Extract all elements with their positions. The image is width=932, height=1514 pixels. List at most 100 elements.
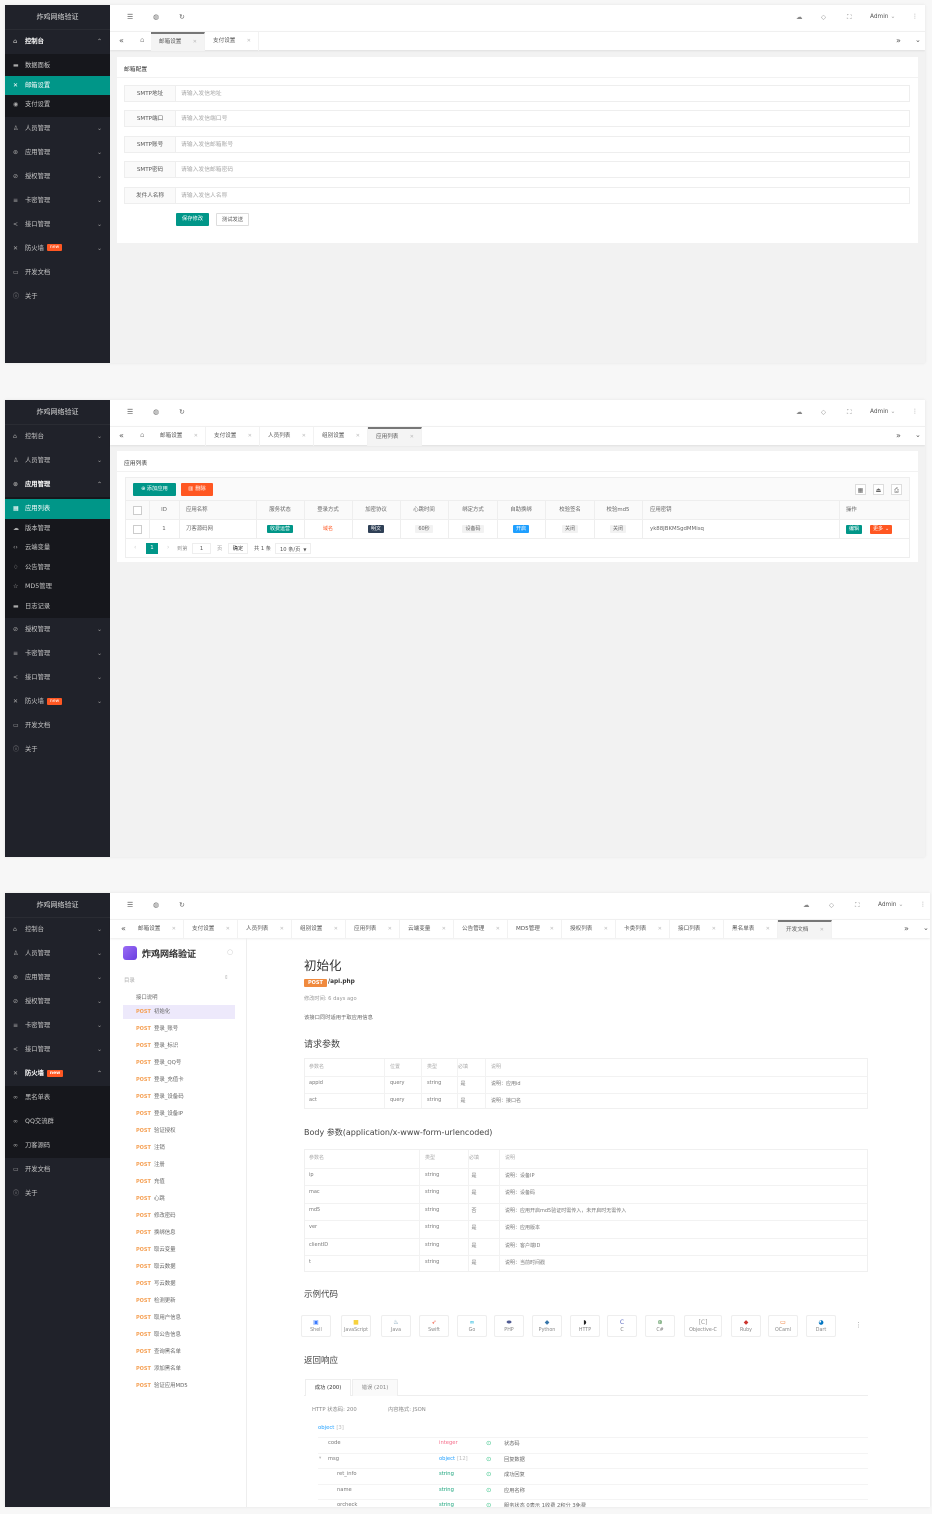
toc-api-item[interactable]: POST 添加黑名单: [123, 1362, 235, 1376]
test-send-button[interactable]: 测试发送: [216, 213, 249, 226]
close-icon[interactable]: ✕: [246, 38, 251, 44]
search-icon[interactable]: ○: [227, 948, 234, 956]
form-input[interactable]: 请输入发信地址: [176, 85, 910, 102]
sidebar-item-2[interactable]: ⊛ 应用管理 ⌄: [5, 966, 110, 990]
tag-icon[interactable]: ◇: [829, 901, 834, 909]
sidebar-item-1[interactable]: ♙ 人员管理 ⌄: [5, 117, 110, 141]
close-icon[interactable]: ✕: [711, 926, 716, 932]
toc-api-item[interactable]: POST 注销: [123, 1141, 235, 1155]
page-input[interactable]: 1: [192, 543, 211, 554]
sidebar-item-8[interactable]: ⓘ 关于: [5, 285, 110, 309]
code-lang-c-button[interactable]: ⊛ C#: [645, 1315, 675, 1337]
toc-api-item[interactable]: POST 心跳: [123, 1192, 235, 1206]
tab-menu-chevron-icon[interactable]: ⌄: [915, 36, 921, 44]
sidebar-item-4[interactable]: ≡ 卡密管理 ⌄: [5, 189, 110, 213]
theme-icon[interactable]: ☁: [803, 901, 810, 909]
sidebar-item-0[interactable]: ⌂ 控制台 ⌄: [5, 918, 110, 942]
sidebar-item-7[interactable]: ▭ 开发文档: [5, 261, 110, 285]
edit-button[interactable]: 编辑: [846, 525, 863, 534]
columns-filter-icon[interactable]: ▦: [855, 484, 866, 495]
toc-api-item[interactable]: POST 写云数据: [123, 1277, 235, 1291]
sidebar-item-5[interactable]: < 接口管理 ⌄: [5, 1038, 110, 1062]
export-icon[interactable]: ⏏: [873, 484, 884, 495]
tab-6[interactable]: 公告管理 ✕: [454, 920, 508, 939]
sidebar-item-1[interactable]: ♙ 人员管理 ⌄: [5, 449, 110, 473]
delete-button[interactable]: ▥ 删除: [181, 483, 213, 496]
tab-1[interactable]: 支付设置 ✕: [205, 32, 259, 51]
tab-2[interactable]: 人员列表 ✕: [260, 427, 314, 446]
scroll-right-icon[interactable]: »: [896, 36, 901, 45]
refresh-icon[interactable]: ↻: [179, 408, 185, 416]
next-page-icon[interactable]: ›: [167, 544, 170, 551]
print-icon[interactable]: ⎙: [891, 484, 902, 495]
globe-icon[interactable]: ◍: [153, 901, 160, 909]
refresh-icon[interactable]: ↻: [179, 13, 185, 21]
sort-icon[interactable]: ⇕: [224, 975, 229, 981]
close-icon[interactable]: ✕: [301, 433, 306, 439]
admin-menu[interactable]: Admin ⌄: [870, 14, 895, 20]
collapse-left-icon[interactable]: «: [121, 924, 126, 933]
sidebar-subitem-1[interactable]: ☁ 版本管理: [5, 519, 110, 539]
menu-icon[interactable]: ☰: [127, 13, 134, 21]
sidebar-subitem-1[interactable]: ✕ 邮箱设置: [5, 75, 110, 95]
close-icon[interactable]: ✕: [193, 433, 198, 439]
row-checkbox[interactable]: [133, 525, 142, 534]
confirm-button[interactable]: 确定: [228, 543, 248, 554]
sidebar-item-0[interactable]: ⌂ 控制台 ⌃: [5, 30, 110, 54]
home-icon[interactable]: ⌂: [140, 36, 145, 44]
tab-0[interactable]: 邮箱设置 ✕: [152, 427, 206, 446]
code-lang-ruby-button[interactable]: ◆ Ruby: [731, 1315, 761, 1337]
close-icon[interactable]: ✕: [387, 926, 392, 932]
sidebar-subitem-3[interactable]: ♢ 公告管理: [5, 558, 110, 578]
sidebar-subitem-2[interactable]: ∞ 刀客源码: [5, 1134, 110, 1158]
toc-api-item[interactable]: POST 取用户信息: [123, 1311, 235, 1325]
code-lang-ocaml-button[interactable]: ▭ OCaml: [768, 1315, 798, 1337]
tab-3[interactable]: 组别设置 ✕: [292, 920, 346, 939]
sidebar-item-5[interactable]: < 接口管理 ⌄: [5, 666, 110, 690]
close-icon[interactable]: ✕: [171, 926, 176, 932]
sidebar-subitem-0[interactable]: ∞ 黑名单表: [5, 1086, 110, 1110]
toc-intro[interactable]: 接口说明: [136, 995, 158, 1001]
tab-0[interactable]: 邮箱设置 ✕: [151, 32, 205, 51]
form-input[interactable]: 请输入发信邮箱密码: [176, 161, 910, 178]
expand-caret-icon[interactable]: ▾: [319, 1455, 322, 1461]
tag-icon[interactable]: ◇: [821, 408, 826, 416]
sidebar-item-6[interactable]: ✕ 防火墙 new ⌃: [5, 1062, 110, 1086]
tab-0[interactable]: 邮箱设置 ✕: [130, 920, 184, 939]
tab-12[interactable]: 开发文档 ✕: [778, 920, 832, 939]
sidebar-item-4[interactable]: ≡ 卡密管理 ⌄: [5, 1014, 110, 1038]
prev-page-icon[interactable]: ‹: [134, 544, 137, 551]
more-icon[interactable]: ⋮: [920, 901, 926, 908]
sidebar-item-6[interactable]: ✕ 防火墙 new ⌄: [5, 690, 110, 714]
toc-api-item[interactable]: POST 取云数据: [123, 1260, 235, 1274]
code-lang-python-button[interactable]: ◆ Python: [532, 1315, 562, 1337]
theme-icon[interactable]: ☁: [796, 13, 803, 21]
sidebar-item-8[interactable]: ⓘ 关于: [5, 1182, 110, 1206]
code-lang-php-button[interactable]: ⬬ PHP: [494, 1315, 524, 1337]
tab-4[interactable]: 应用列表 ✕: [346, 920, 400, 939]
more-icon[interactable]: ⋮: [912, 408, 918, 415]
toc-api-item[interactable]: POST 检测更新: [123, 1294, 235, 1308]
home-icon[interactable]: ⌂: [140, 431, 145, 439]
collapse-left-icon[interactable]: «: [119, 36, 124, 45]
collapse-left-icon[interactable]: «: [119, 431, 124, 440]
fullscreen-icon[interactable]: ⛶: [847, 13, 852, 21]
close-icon[interactable]: ✕: [333, 926, 338, 932]
code-lang-shell-button[interactable]: ▣ Shell: [301, 1315, 331, 1337]
tab-11[interactable]: 黑名单表 ✕: [724, 920, 778, 939]
response-tab-success[interactable]: 成功 (200): [305, 1379, 351, 1396]
menu-icon[interactable]: ☰: [127, 408, 134, 416]
sidebar-item-8[interactable]: ⓘ 关于: [5, 738, 110, 762]
page-1-button[interactable]: 1: [146, 543, 158, 554]
toc-api-item[interactable]: POST 修改密码: [123, 1209, 235, 1223]
close-icon[interactable]: ✕: [225, 926, 230, 932]
scroll-right-icon[interactable]: »: [904, 924, 909, 933]
sidebar-subitem-0[interactable]: ▬ 数据面板: [5, 56, 110, 76]
sidebar-item-1[interactable]: ♙ 人员管理 ⌄: [5, 942, 110, 966]
sidebar-subitem-5[interactable]: ▬ 日志记录: [5, 597, 110, 617]
toc-api-item[interactable]: POST 取云变量: [123, 1243, 235, 1257]
tab-1[interactable]: 支付设置 ✕: [206, 427, 260, 446]
globe-icon[interactable]: ◍: [153, 408, 160, 416]
sidebar-subitem-2[interactable]: ‹› 云端变量: [5, 538, 110, 558]
close-icon[interactable]: ✕: [765, 926, 770, 932]
